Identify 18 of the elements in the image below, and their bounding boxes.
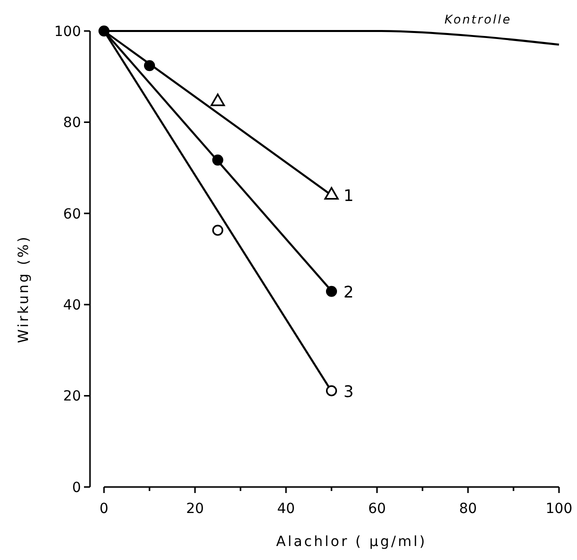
x-axis-title: Alachlor ( µg/ml) [276,534,427,550]
series-label: 2 [344,282,354,302]
series-label: 1 [344,186,354,206]
series-label: Kontrolle [444,12,512,27]
y-tick-label: 20 [63,388,81,405]
y-tick-label: 0 [72,480,81,496]
x-tick-label: 40 [277,501,295,517]
x-tick-label: 0 [100,501,108,517]
y-tick-label: 60 [63,206,81,222]
x-tick-label: 100 [546,501,572,517]
x-tick-label: 20 [186,501,204,517]
y-tick-label: 40 [63,298,81,314]
x-tick-label: 80 [459,501,477,517]
y-tick-label: 80 [63,115,81,132]
y-axis-title: Wirkung (%) [16,234,32,344]
y-tick-label: 100 [54,24,81,40]
series-label: 3 [344,382,354,401]
x-tick-label: 60 [368,501,386,517]
